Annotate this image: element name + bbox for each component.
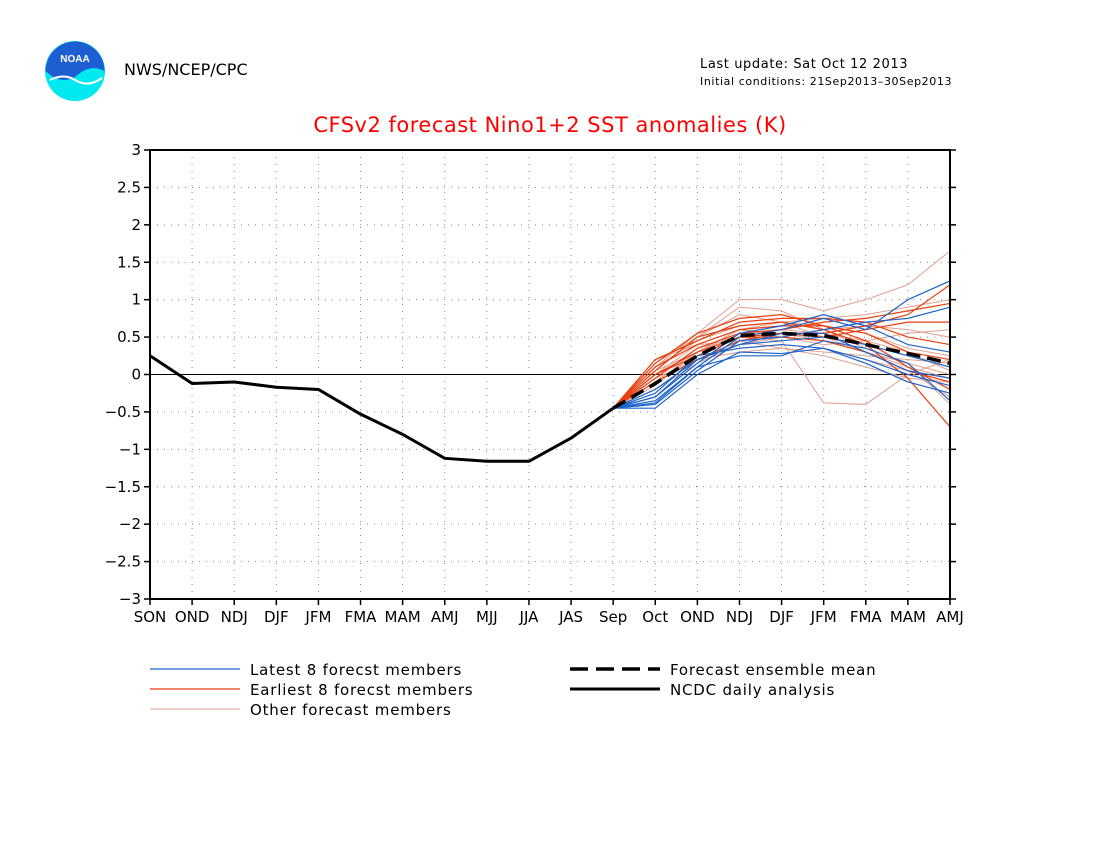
x-tick-label: SON bbox=[134, 608, 167, 626]
x-tick-label: FMA bbox=[850, 608, 883, 626]
legend-label-earliest: Earliest 8 forecst members bbox=[250, 681, 473, 699]
y-tick-label: 1.5 bbox=[117, 253, 141, 271]
y-tick-label: 0.5 bbox=[117, 328, 141, 346]
legend: Latest 8 forecst members Earliest 8 forec… bbox=[150, 661, 876, 719]
chart-title: CFSv2 forecast Nino1+2 SST anomalies (K) bbox=[313, 113, 787, 137]
latest-members-group bbox=[612, 280, 951, 409]
x-tick-label: AMJ bbox=[936, 608, 964, 626]
x-tick-label: MAM bbox=[385, 608, 421, 626]
noaa-logo: NOAA bbox=[45, 41, 105, 101]
x-tick-label: NDJ bbox=[726, 608, 753, 626]
x-tick-label: DJF bbox=[769, 608, 794, 626]
x-tick-label: MJJ bbox=[476, 608, 498, 626]
x-tick-label: DJF bbox=[264, 608, 289, 626]
latest-member-line bbox=[613, 347, 951, 409]
y-tick-label: 3 bbox=[131, 141, 141, 159]
legend-label-latest: Latest 8 forecst members bbox=[250, 661, 462, 679]
latest-member-line bbox=[612, 343, 951, 409]
x-tick-label: MAM bbox=[890, 608, 926, 626]
x-tick-label: AMJ bbox=[431, 608, 459, 626]
earliest-member-line bbox=[612, 321, 951, 428]
y-tick-label: 0 bbox=[131, 366, 141, 384]
y-tick-label: 2.5 bbox=[117, 178, 141, 196]
legend-label-analysis: NCDC daily analysis bbox=[670, 681, 835, 699]
y-tick-label: −3 bbox=[119, 590, 141, 608]
organization-label: NWS/NCEP/CPC bbox=[124, 60, 248, 79]
latest-member-line bbox=[613, 332, 951, 409]
x-tick-label: OND bbox=[680, 608, 715, 626]
x-tick-label: FMA bbox=[345, 608, 378, 626]
y-tick-label: −2.5 bbox=[105, 553, 141, 571]
y-tick-label: −1 bbox=[119, 440, 141, 458]
latest-member-line bbox=[613, 306, 951, 409]
main-lines-group bbox=[149, 331, 951, 463]
x-tick-label: OND bbox=[175, 608, 210, 626]
noaa-logo-text: NOAA bbox=[60, 54, 89, 65]
legend-label-other: Other forecast members bbox=[250, 701, 452, 719]
x-tick-label: JAS bbox=[558, 608, 583, 626]
y-tick-label: −0.5 bbox=[105, 403, 141, 421]
x-tick-label: NDJ bbox=[221, 608, 248, 626]
legend-label-mean: Forecast ensemble mean bbox=[670, 661, 876, 679]
latest-member-line bbox=[613, 340, 951, 409]
ensemble-mean-line bbox=[612, 331, 951, 410]
other-member-line bbox=[612, 250, 951, 409]
x-tick-label: JFM bbox=[304, 608, 331, 626]
y-tick-label: −2 bbox=[119, 515, 141, 533]
y-tick-label: −1.5 bbox=[105, 478, 141, 496]
initial-conditions-label: Initial conditions: 21Sep2013–30Sep2013 bbox=[700, 75, 953, 88]
x-tick-label: JFM bbox=[810, 608, 837, 626]
last-update-label: Last update: Sat Oct 12 2013 bbox=[700, 57, 909, 72]
latest-member-line bbox=[613, 314, 951, 409]
y-tick-label: 2 bbox=[131, 216, 141, 234]
x-tick-label: Oct bbox=[642, 608, 668, 626]
latest-member-line bbox=[613, 280, 951, 409]
analysis-line bbox=[149, 354, 615, 463]
x-tick-label: JJA bbox=[519, 608, 540, 626]
x-tick-label: Sep bbox=[599, 608, 627, 626]
y-tick-label: 1 bbox=[131, 291, 141, 309]
